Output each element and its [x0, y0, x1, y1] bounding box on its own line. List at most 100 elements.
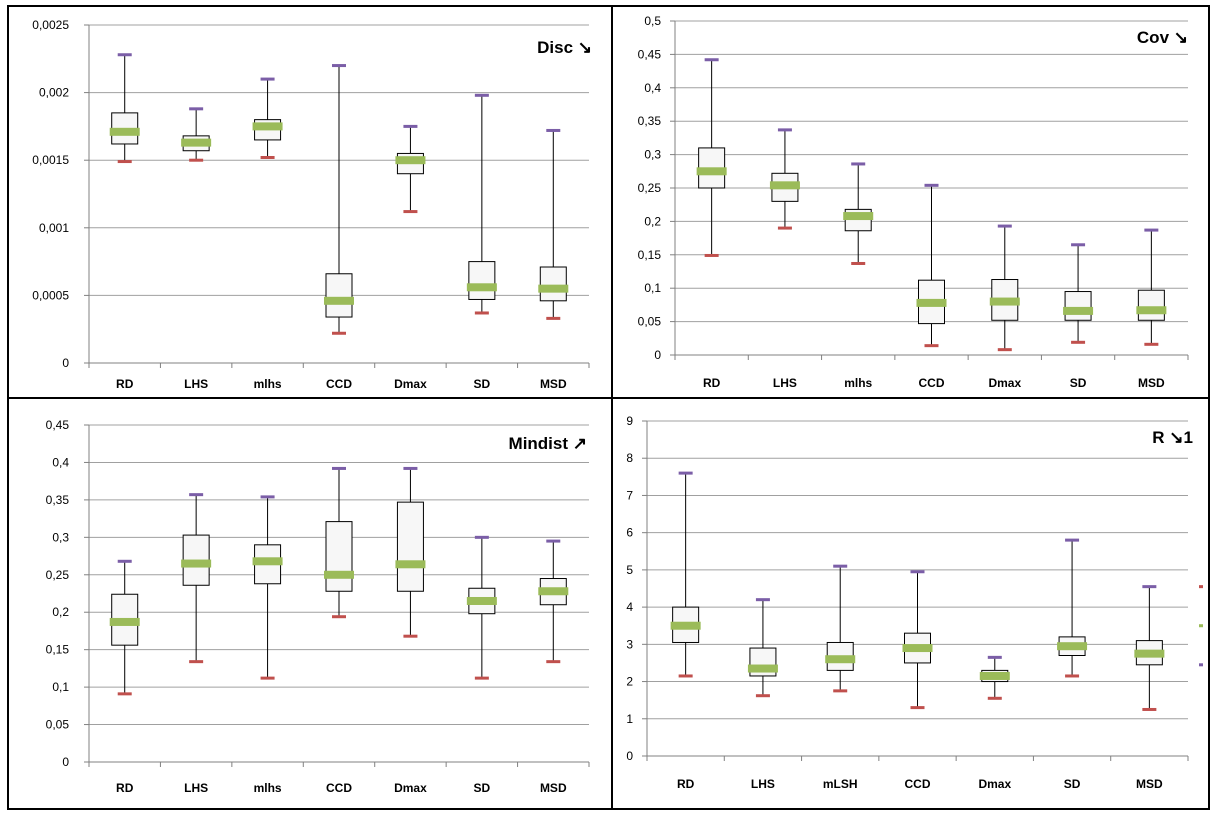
- median-marker: [181, 138, 212, 147]
- max-marker: [777, 128, 792, 132]
- x-category-label: Dmax: [394, 377, 427, 391]
- y-tick-label: 0: [626, 749, 633, 763]
- y-tick-label: 0,2: [52, 605, 69, 619]
- chart-svg-disc: 0 0,0005 0,001 0,0015 0,002 0,0025 RD LHS mlhs CC…: [32, 18, 592, 391]
- min-marker: [117, 692, 132, 696]
- x-category-label: Dmax: [988, 376, 1021, 390]
- x-category-label: LHS: [773, 376, 797, 390]
- y-tick-label: 0,45: [46, 418, 70, 432]
- legend-marker: [1199, 624, 1203, 628]
- median-marker: [538, 587, 569, 596]
- median-marker: [1063, 306, 1094, 315]
- median-marker: [916, 298, 947, 307]
- max-marker: [260, 495, 275, 499]
- y-tick-label: 4: [626, 600, 633, 614]
- y-tick-label: 0,15: [46, 643, 70, 657]
- median-marker: [395, 560, 426, 569]
- chart-svg-r: 0 1 2 3 4 5 6 7 8 9 RD LHS mLSH CCD Dmax SD MSD R ↘1: [626, 414, 1203, 791]
- median-marker: [979, 671, 1010, 680]
- x-category-label: SD: [474, 377, 491, 391]
- median-marker: [538, 284, 569, 293]
- y-tick-label: 5: [626, 563, 633, 577]
- y-tick-label: 0,0005: [32, 288, 69, 302]
- y-tick-label: 0,002: [39, 86, 69, 100]
- min-marker: [332, 331, 346, 335]
- max-marker: [1065, 538, 1080, 542]
- legend-marker: [1199, 663, 1203, 667]
- chart-title: R ↘1: [1152, 428, 1193, 447]
- median-marker: [696, 167, 727, 176]
- median-marker: [1134, 649, 1165, 658]
- median-marker: [395, 156, 426, 165]
- x-category-label: mlhs: [844, 376, 872, 390]
- y-tick-label: 0: [62, 356, 69, 370]
- max-marker: [189, 107, 204, 111]
- y-tick-label: 9: [626, 414, 633, 428]
- x-category-label: SD: [1064, 777, 1081, 791]
- min-marker: [189, 660, 204, 664]
- legend-marker: [1199, 585, 1203, 589]
- median-marker: [324, 296, 354, 305]
- iqr-box: [468, 261, 496, 300]
- min-marker: [332, 615, 346, 619]
- max-marker: [546, 128, 561, 132]
- x-category-label: MSD: [540, 781, 567, 795]
- median-marker: [825, 655, 856, 664]
- x-category-label: RD: [116, 781, 134, 795]
- max-marker: [1144, 228, 1159, 232]
- min-marker: [777, 226, 792, 230]
- y-tick-label: 0,25: [638, 181, 662, 195]
- x-category-label: CCD: [919, 376, 945, 390]
- y-tick-label: 0,25: [46, 568, 70, 582]
- median-marker: [324, 570, 354, 579]
- chart-svg-mindist: 0 0,05 0,1 0,15 0,2 0,25 0,3 0,35 0,4 0,45 RD LHS ml…: [46, 418, 590, 795]
- max-marker: [474, 93, 489, 97]
- max-marker: [332, 64, 346, 68]
- max-marker: [117, 53, 132, 57]
- min-marker: [833, 689, 848, 693]
- x-category-label: CCD: [905, 777, 931, 791]
- min-marker: [117, 160, 132, 164]
- iqr-box: [325, 521, 353, 592]
- y-tick-label: 0,001: [39, 221, 69, 235]
- median-marker: [1057, 642, 1088, 651]
- min-marker: [260, 155, 275, 159]
- min-marker: [189, 158, 204, 162]
- min-marker: [1142, 707, 1157, 711]
- median-marker: [109, 127, 140, 136]
- min-marker: [1065, 674, 1080, 678]
- median-marker: [843, 212, 874, 221]
- y-tick-label: 0,4: [644, 81, 661, 95]
- x-category-label: CCD: [326, 377, 352, 391]
- max-marker: [474, 535, 489, 539]
- median-marker: [252, 122, 283, 131]
- iqr-box: [396, 501, 424, 592]
- chart-panel-mindist: 0 0,05 0,1 0,15 0,2 0,25 0,3 0,35 0,4 0,45 RD LHS ml…: [7, 398, 612, 810]
- median-marker: [769, 181, 800, 190]
- max-marker: [851, 162, 866, 166]
- iqr-box: [539, 266, 567, 302]
- min-marker: [910, 706, 925, 710]
- x-category-label: mLSH: [823, 777, 858, 791]
- max-marker: [1071, 243, 1086, 247]
- y-tick-label: 0,0015: [32, 153, 69, 167]
- median-marker: [109, 617, 140, 626]
- y-tick-label: 3: [626, 637, 633, 651]
- x-category-label: mlhs: [254, 781, 282, 795]
- iqr-box: [325, 273, 353, 318]
- y-tick-label: 7: [626, 488, 633, 502]
- y-tick-label: 0,0025: [32, 18, 69, 32]
- x-category-label: SD: [474, 781, 491, 795]
- x-category-label: Dmax: [978, 777, 1011, 791]
- x-category-label: MSD: [540, 377, 567, 391]
- x-category-label: CCD: [326, 781, 352, 795]
- y-tick-label: 0,35: [46, 493, 70, 507]
- x-category-label: RD: [677, 777, 695, 791]
- min-marker: [704, 253, 719, 257]
- y-tick-label: 0,2: [644, 214, 661, 228]
- y-tick-label: 0,3: [644, 148, 661, 162]
- min-marker: [474, 311, 489, 315]
- y-tick-label: 0,1: [644, 281, 661, 295]
- y-tick-label: 0,1: [52, 680, 69, 694]
